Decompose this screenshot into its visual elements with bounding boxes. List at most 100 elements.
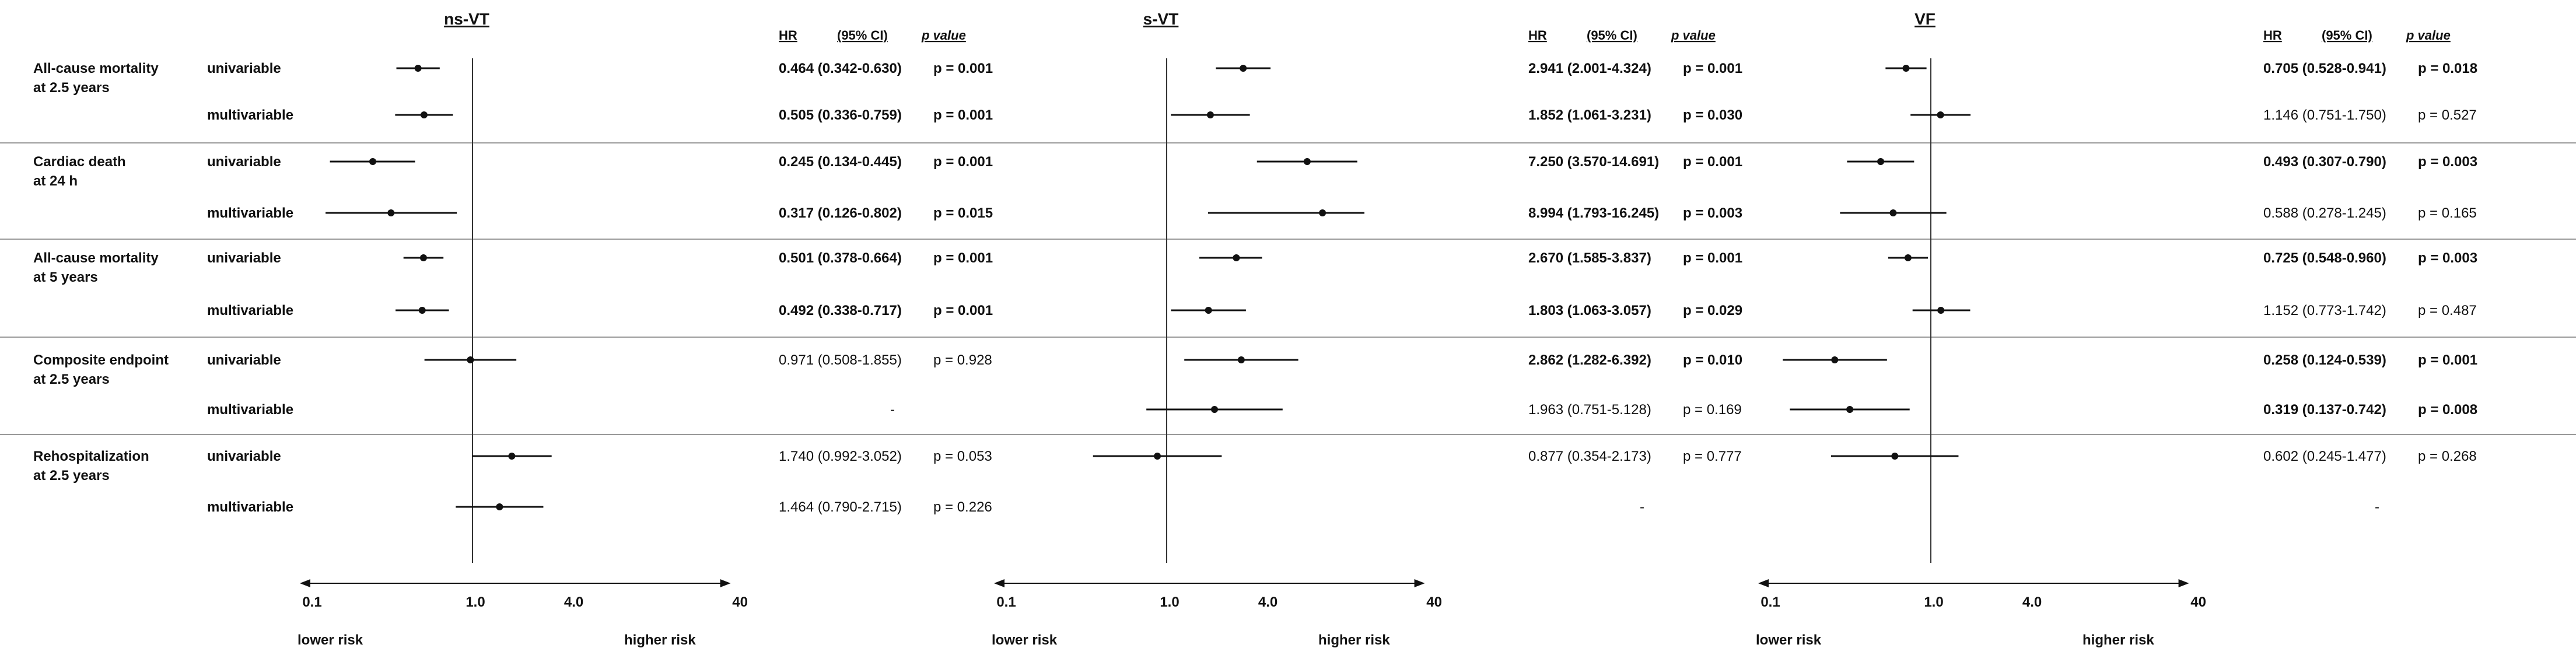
group-label: Cardiac death xyxy=(33,154,126,170)
hazard-ratio-point xyxy=(418,307,426,314)
hazard-ratio-point xyxy=(1206,111,1214,118)
hr-ci-label: 0.725 (0.548-0.960) xyxy=(2263,250,2386,266)
hr-ci-label: 0.464 (0.342-0.630) xyxy=(779,61,902,76)
forest-panel-0: ns-VT HR (95% CI) p value 0.464 (0.342-0.630… xyxy=(298,10,993,648)
row-label: multivariable xyxy=(207,303,293,318)
p-value-label: p = 0.010 xyxy=(1683,352,1742,368)
axis-arrow-left xyxy=(994,579,1005,587)
hazard-ratio-point xyxy=(369,158,376,165)
panel-title: VF xyxy=(1915,10,1936,28)
hazard-ratio-point xyxy=(1233,254,1240,261)
axis-arrow-right xyxy=(720,579,731,587)
p-value-label: p = 0.165 xyxy=(2418,205,2477,221)
hr-ci-label: 1.464 (0.790-2.715) xyxy=(779,499,902,515)
hr-ci-label: 0.505 (0.336-0.759) xyxy=(779,107,902,123)
p-value-label: p = 0.268 xyxy=(2418,449,2477,464)
panel-title: ns-VT xyxy=(444,10,489,28)
x-tick-label: 4.0 xyxy=(1258,594,1278,610)
x-tick-label: 40 xyxy=(1426,594,1442,610)
lower-risk-label: lower risk xyxy=(1756,632,1822,648)
group-label: at 2.5 years xyxy=(33,468,110,484)
p-value-label: p = 0.001 xyxy=(1683,154,1742,170)
row-label: univariable xyxy=(207,250,281,266)
hr-ci-label: 0.877 (0.354-2.173) xyxy=(1528,449,1651,464)
p-value-label: p = 0.001 xyxy=(933,107,993,123)
header-p-value: p value xyxy=(1671,28,1716,43)
hazard-ratio-point xyxy=(1211,406,1219,413)
x-tick-label: 0.1 xyxy=(1760,594,1780,610)
hazard-ratio-point xyxy=(1891,453,1899,460)
p-value-label: p = 0.003 xyxy=(2418,154,2477,170)
p-value-label: p = 0.008 xyxy=(2418,402,2477,418)
hr-ci-label: 1.963 (0.751-5.128) xyxy=(1528,402,1651,418)
x-tick-label: 0.1 xyxy=(302,594,321,610)
hazard-ratio-point xyxy=(1937,307,1945,314)
x-tick-label: 0.1 xyxy=(996,594,1016,610)
panel-title: s-VT xyxy=(1143,10,1179,28)
hr-ci-label: 0.258 (0.124-0.539) xyxy=(2263,352,2386,368)
group-label: at 5 years xyxy=(33,269,98,285)
hazard-ratio-point xyxy=(467,356,474,363)
hazard-ratio-point xyxy=(496,503,503,510)
hr-ci-label: 1.146 (0.751-1.750) xyxy=(2263,107,2386,123)
hr-ci-label: 2.670 (1.585-3.837) xyxy=(1528,250,1651,266)
row-label: multivariable xyxy=(207,402,293,418)
hazard-ratio-point xyxy=(1831,356,1839,363)
axis-arrow-right xyxy=(2178,579,2189,587)
p-value-label: p = 0.001 xyxy=(933,303,993,318)
hazard-ratio-point xyxy=(1877,158,1884,165)
header-hr: HR xyxy=(779,28,797,43)
hr-ci-label: 0.493 (0.307-0.790) xyxy=(2263,154,2386,170)
hazard-ratio-point xyxy=(387,209,395,216)
header-ci: (95% CI) xyxy=(837,28,888,43)
header-hr: HR xyxy=(1528,28,1547,43)
hazard-ratio-point xyxy=(1240,65,1247,72)
hazard-ratio-point xyxy=(1902,65,1910,72)
hazard-ratio-point xyxy=(1889,209,1897,216)
header-ci: (95% CI) xyxy=(1587,28,1637,43)
group-label: at 2.5 years xyxy=(33,372,110,387)
group-label: at 2.5 years xyxy=(33,80,110,96)
higher-risk-label: higher risk xyxy=(1318,632,1390,648)
hr-ci-label: 7.250 (3.570-14.691) xyxy=(1528,154,1659,170)
missing-value: - xyxy=(890,402,895,418)
axis-arrow-right xyxy=(1414,579,1425,587)
p-value-label: p = 0.001 xyxy=(933,61,993,76)
hr-ci-label: 0.588 (0.278-1.245) xyxy=(2263,205,2386,221)
hr-ci-label: 0.245 (0.134-0.445) xyxy=(779,154,902,170)
hr-ci-label: 2.862 (1.282-6.392) xyxy=(1528,352,1651,368)
hr-ci-label: 0.492 (0.338-0.717) xyxy=(779,303,902,318)
lower-risk-label: lower risk xyxy=(298,632,363,648)
group-label: All-cause mortality xyxy=(33,61,159,76)
p-value-label: p = 0.003 xyxy=(1683,205,1742,221)
p-value-label: p = 0.001 xyxy=(1683,61,1742,76)
p-value-label: p = 0.030 xyxy=(1683,107,1742,123)
x-tick-label: 4.0 xyxy=(564,594,583,610)
p-value-label: p = 0.226 xyxy=(933,499,992,515)
hazard-ratio-point xyxy=(1904,254,1912,261)
axis-arrow-left xyxy=(1758,579,1769,587)
hazard-ratio-point xyxy=(1237,356,1245,363)
header-p-value: p value xyxy=(2406,28,2451,43)
group-label: Rehospitalization xyxy=(33,449,149,464)
row-label: univariable xyxy=(207,154,281,170)
hr-ci-label: 0.602 (0.245-1.477) xyxy=(2263,449,2386,464)
hr-ci-label: 2.941 (2.001-4.324) xyxy=(1528,61,1651,76)
hazard-ratio-point xyxy=(1303,158,1311,165)
higher-risk-label: higher risk xyxy=(2082,632,2154,648)
hr-ci-label: 1.152 (0.773-1.742) xyxy=(2263,303,2386,318)
missing-value: - xyxy=(2375,499,2379,515)
p-value-label: p = 0.001 xyxy=(933,154,993,170)
p-value-label: p = 0.928 xyxy=(933,352,992,368)
hazard-ratio-point xyxy=(414,65,422,72)
hazard-ratio-point xyxy=(1205,307,1212,314)
p-value-label: p = 0.169 xyxy=(1683,402,1742,418)
hazard-ratio-point xyxy=(1154,453,1161,460)
row-label: multivariable xyxy=(207,205,293,221)
row-label: univariable xyxy=(207,61,281,76)
header-hr: HR xyxy=(2263,28,2282,43)
higher-risk-label: higher risk xyxy=(624,632,696,648)
p-value-label: p = 0.527 xyxy=(2418,107,2477,123)
